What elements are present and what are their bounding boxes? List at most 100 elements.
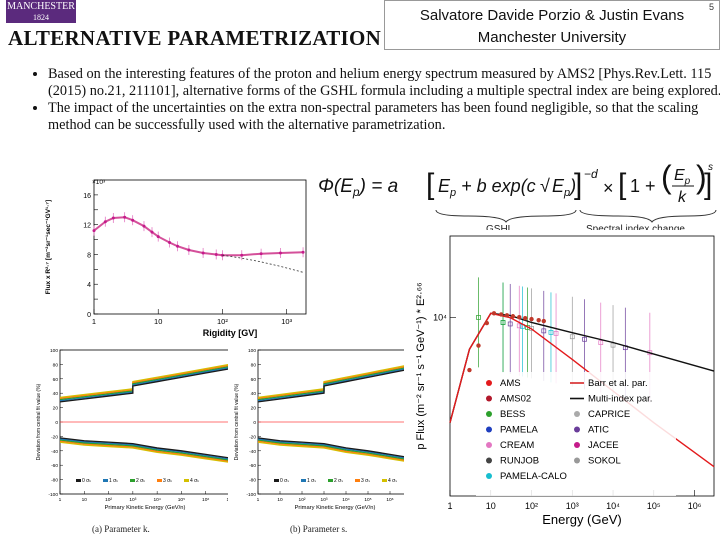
deviation-k-svg: -100 -80 -60 -40 -20 0 20 40 60 80 100 1 10 10² 10³ 10⁴… — [36, 348, 234, 511]
data-point — [541, 328, 547, 334]
y-tick-label: 16 — [83, 193, 91, 200]
legend-swatch — [486, 380, 492, 386]
legend-swatch — [157, 479, 162, 482]
legend-swatch — [486, 426, 492, 433]
legend-label: 3 σₖ — [163, 478, 172, 484]
legend-label: JACEE — [588, 440, 619, 451]
legend-swatch — [574, 442, 580, 448]
y-tick-label: 60 — [251, 377, 257, 383]
svg-text:Ep: Ep — [674, 167, 691, 187]
x-axis-label: Primary Kinetic Energy (GeV/n) — [295, 505, 376, 511]
x-tick-label: 10⁵ — [178, 497, 185, 503]
svg-text:s: s — [708, 162, 713, 173]
data-point — [214, 252, 218, 256]
data-point — [504, 313, 510, 318]
data-point — [176, 244, 180, 248]
y-multiplier: ×10³ — [92, 179, 106, 186]
caption-s: (b) Parameter s. — [290, 524, 348, 534]
y-tick-label: 0 — [55, 420, 58, 426]
data-point — [541, 318, 546, 324]
band-line — [257, 437, 413, 459]
y-tick-label: 12 — [83, 223, 91, 230]
svg-text:1 +: 1 + — [630, 176, 656, 196]
deviation-k-panel: -100 -80 -60 -40 -20 0 20 40 60 80 100 1 10 10² 10³ 10⁴… — [30, 342, 236, 538]
data-point — [476, 343, 481, 348]
legend-label: PAMELA-CALO — [500, 471, 567, 482]
svg-text:[: [ — [618, 168, 627, 201]
x-tick-label: 10⁶ — [688, 501, 702, 511]
band-line — [257, 363, 413, 399]
x-tick-label: 10² — [525, 501, 538, 511]
data-point — [301, 250, 305, 254]
y-tick-label: 80 — [53, 362, 59, 368]
data-point — [259, 252, 263, 256]
y-axis-label: Deviation from central fit value (%) — [36, 383, 42, 460]
legend-swatch — [301, 479, 306, 482]
band-line — [59, 363, 231, 399]
legend-swatch — [184, 479, 189, 482]
data-point — [103, 220, 107, 224]
logo-name: MANCHESTER — [7, 1, 75, 12]
legend-label: 2 σₖ — [136, 478, 145, 484]
y-axis-label: p Flux (m⁻² sr⁻¹ s⁻¹ GeV⁻¹) * E²·⁶⁶ — [415, 282, 427, 449]
band-line — [257, 366, 413, 402]
y-axis-label: Deviation from central fit value (%) — [234, 383, 240, 460]
y-tick-label: 100 — [248, 348, 256, 354]
band-line — [59, 438, 231, 460]
y-tick-label: -20 — [51, 434, 58, 440]
legend-label: CREAM — [500, 440, 534, 451]
band-line — [59, 365, 231, 401]
x-tick-label: 10⁵ — [647, 501, 661, 511]
data-point — [187, 248, 191, 252]
x-tick-label: 10⁴ — [153, 497, 160, 503]
data-point — [529, 316, 534, 322]
legend-label: 2 σₛ — [334, 478, 343, 484]
index-label: Spectral index change — [586, 224, 685, 235]
legend-label: AMS — [500, 378, 521, 389]
legend-swatch — [274, 479, 279, 482]
y-tick-label: 20 — [53, 406, 59, 412]
svg-text:−d: −d — [584, 167, 598, 181]
svg-text:Ep + b exp(c: Ep + b exp(c — [438, 176, 536, 199]
authors: Salvatore Davide Porzio & Justin Evans — [419, 7, 685, 24]
legend-swatch — [486, 473, 492, 479]
svg-text:(: ( — [661, 159, 672, 195]
band-line — [257, 441, 413, 464]
data-point — [498, 312, 504, 317]
data-point — [240, 253, 244, 257]
data-point — [484, 320, 490, 326]
y-tick-label: -40 — [249, 449, 256, 455]
y-tick-label: -60 — [249, 463, 256, 469]
legend-swatch — [355, 479, 360, 482]
x-tick-label: 1 — [447, 501, 452, 511]
data-point — [523, 315, 528, 321]
band-line — [257, 368, 413, 403]
svg-text:]: ] — [704, 168, 712, 201]
data-point — [548, 330, 554, 335]
legend-label: AMS02 — [500, 394, 531, 405]
data-point — [111, 216, 115, 220]
y-tick-label: 20 — [251, 406, 257, 412]
y-tick-label: 60 — [53, 377, 59, 383]
x-tick-label: 10⁶ — [202, 497, 209, 503]
band-line — [59, 439, 231, 461]
legend-swatch — [76, 479, 81, 482]
x-tick-label: 10³ — [281, 317, 292, 326]
y-tick-label: 10⁴ — [433, 313, 447, 323]
data-point — [278, 251, 282, 255]
data-point — [536, 318, 541, 323]
svg-text:k: k — [678, 189, 687, 206]
band-line — [257, 365, 413, 401]
formula-lhs: Φ(Ep) = a — [318, 176, 398, 199]
band-line — [59, 368, 231, 403]
y-tick-label: -80 — [51, 478, 58, 484]
y-tick-label: -40 — [51, 449, 58, 455]
caption-k: (a) Parameter k. — [92, 524, 150, 534]
author-box: Salvatore Davide Porzio & Justin Evans M… — [384, 0, 720, 50]
fit-line — [222, 254, 304, 273]
legend-label: 4 σₖ — [190, 478, 199, 484]
legend-swatch — [574, 457, 580, 464]
y-tick-label: 100 — [50, 348, 58, 354]
data-point — [92, 229, 96, 233]
deviation-s-svg: -100 -80 -60 -40 -20 0 20 40 60 80 100 1 10 10² 10³ 10⁴… — [234, 348, 416, 511]
